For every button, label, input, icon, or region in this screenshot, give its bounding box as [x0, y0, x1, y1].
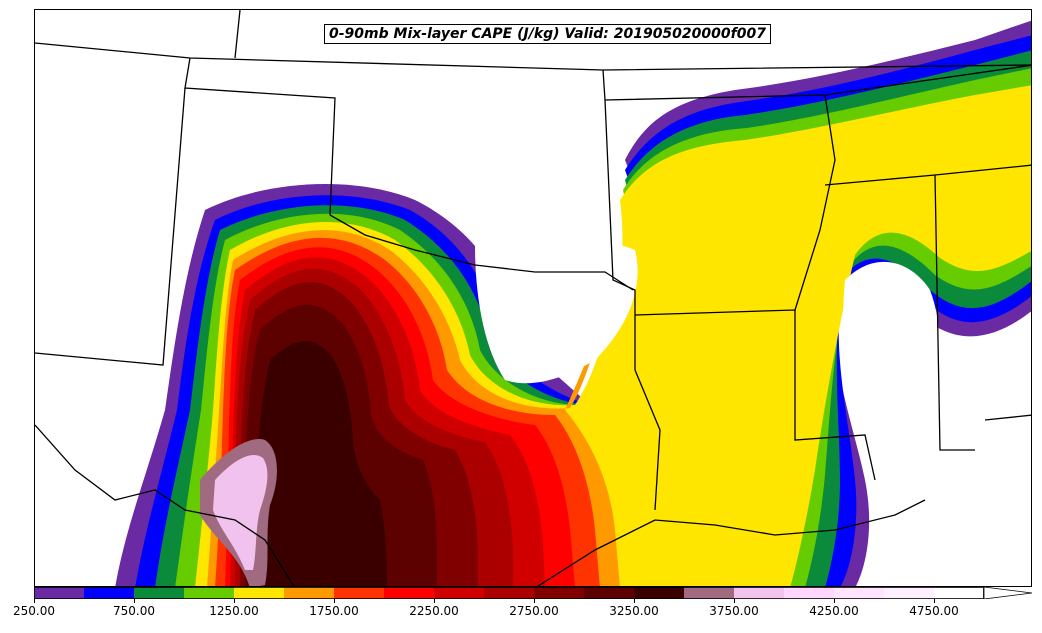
colorbar-swatch: [634, 587, 685, 599]
colorbar-ticks: 250.00 750.00 1250.00 1750.00 2250.00 2750.00…: [0, 599, 1042, 629]
colorbar-tick-label: 2750.00: [509, 604, 559, 618]
border-line: [536, 499, 926, 586]
clear-area-ok: [475, 233, 638, 384]
colorbar-tick-label: 1250.00: [209, 604, 259, 618]
colorbar-tick-mark: [734, 599, 735, 603]
colorbar-swatches: [34, 587, 1033, 599]
border-line: [794, 94, 836, 311]
colorbar-swatch: [934, 587, 985, 599]
state-borders: [35, 10, 1031, 586]
border-line: [934, 174, 975, 451]
colorbar-tick-label: 3250.00: [609, 604, 659, 618]
colorbar-swatch: [284, 587, 335, 599]
colorbar-swatch: [84, 587, 135, 599]
colorbar-tick-mark: [534, 599, 535, 603]
map-title: 0-90mb Mix-layer CAPE (J/kg) Valid: 2019…: [324, 24, 771, 44]
clear-area-ne: [843, 261, 940, 441]
colorbar-swatch: [534, 587, 585, 599]
border-line: [35, 87, 186, 366]
border-line: [634, 369, 661, 511]
colorbar-extend-arrow: [983, 587, 1033, 599]
colorbar-tick-mark: [134, 599, 135, 603]
colorbar-swatch: [134, 587, 185, 599]
cape-field-map: [35, 10, 1031, 586]
colorbar-tick-mark: [834, 599, 835, 603]
colorbar-swatch: [234, 587, 285, 599]
colorbar-tick-label: 4750.00: [909, 604, 959, 618]
colorbar-swatch: [834, 587, 885, 599]
colorbar-swatch: [334, 587, 385, 599]
colorbar-swatch: [584, 587, 635, 599]
border-line: [234, 10, 241, 59]
colorbar-tick-mark: [334, 599, 335, 603]
colorbar-swatch: [884, 587, 935, 599]
colorbar-tick-mark: [634, 599, 635, 603]
colorbar-outline: [34, 587, 984, 599]
colorbar-swatch: [484, 587, 535, 599]
colorbar-tick-mark: [234, 599, 235, 603]
colorbar-swatch: [684, 587, 735, 599]
colorbar-swatch: [784, 587, 835, 599]
colorbar-swatch: [184, 587, 235, 599]
border-line: [35, 42, 1031, 71]
colorbar-swatch: [384, 587, 435, 599]
colorbar-tick-label: 1750.00: [309, 604, 359, 618]
colorbar-tick-mark: [34, 599, 35, 603]
cape-contour-3750: [213, 454, 268, 570]
cape-contours: [115, 20, 1031, 586]
colorbar-tick-mark: [434, 599, 435, 603]
colorbar-tick-label: 4250.00: [809, 604, 859, 618]
colorbar-tick-label: 3750.00: [709, 604, 759, 618]
colorbar-swatch: [434, 587, 485, 599]
border-line: [35, 424, 295, 586]
border-line: [984, 414, 1031, 421]
colorbar-tick-label: 250.00: [13, 604, 55, 618]
cape-contour-3250: [255, 341, 387, 586]
border-line: [329, 214, 634, 291]
border-line: [602, 69, 636, 370]
border-line: [184, 57, 336, 216]
map-panel: 0-90mb Mix-layer CAPE (J/kg) Valid: 2019…: [34, 9, 1032, 587]
colorbar-swatch: [34, 587, 85, 599]
colorbar-swatch: [734, 587, 785, 599]
colorbar-tick-mark: [934, 599, 935, 603]
border-line: [634, 309, 876, 481]
colorbar-tick-label: 750.00: [113, 604, 155, 618]
colorbar-tick-label: 2250.00: [409, 604, 459, 618]
colorbar: [34, 587, 1034, 599]
